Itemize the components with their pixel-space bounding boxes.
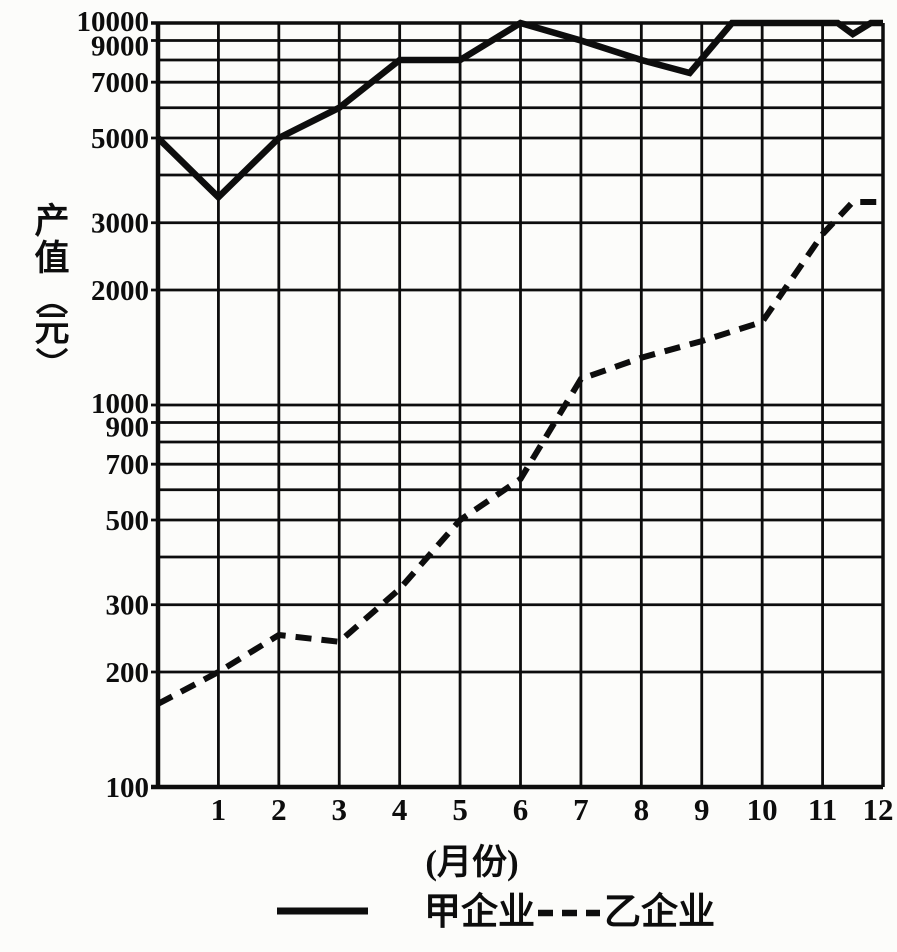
x-tick-label: 9	[694, 792, 710, 827]
y-tick-label: 2000	[91, 275, 149, 307]
y-tick-label: 10000	[77, 6, 150, 38]
y-tick-label: 9000	[91, 30, 149, 62]
y-axis-unit: 元	[34, 310, 69, 349]
y-tick-label: 1000	[91, 388, 149, 420]
y-tick-label: 300	[106, 590, 150, 622]
y-tick-label: 100	[106, 772, 150, 804]
y-axis-title: 产值元	[34, 202, 70, 359]
y-tick-label: 3000	[91, 208, 149, 240]
x-tick-label: 2	[271, 792, 287, 827]
x-tick-label: 11	[808, 792, 837, 827]
x-tick-label: 7	[573, 792, 589, 827]
x-axis-title: (月份)	[425, 843, 518, 882]
y-tick-label: 900	[106, 411, 150, 443]
x-tick-label: 3	[332, 792, 348, 827]
company-b-line	[156, 199, 883, 707]
company-a-line	[155, 19, 883, 202]
vertical-gridlines	[155, 23, 885, 787]
x-tick-label: 10	[747, 792, 778, 827]
x-tick-label: 12	[863, 792, 894, 827]
legend: 甲企业 乙企业	[277, 890, 715, 933]
y-axis-title-char: 产	[34, 202, 69, 241]
x-tick-label: 1	[211, 792, 227, 827]
y-tick-label: 200	[106, 657, 150, 689]
y-tick-label: 5000	[91, 123, 149, 155]
vertical-close-paren	[35, 347, 69, 359]
y-tick-label: 700	[106, 449, 150, 481]
y-axis-title-char: 值	[34, 239, 69, 278]
horizontal-gridlines	[151, 21, 883, 790]
x-tick-label: 8	[634, 792, 650, 827]
y-tick-label: 500	[106, 505, 150, 537]
y-tick-label: 7000	[91, 67, 149, 99]
x-tick-label: 5	[452, 792, 468, 827]
x-tick-label: 6	[513, 792, 529, 827]
series-lines	[155, 19, 883, 707]
x-tick-label: 4	[392, 792, 408, 827]
vertical-open-paren	[35, 303, 69, 315]
legend-label-company-b: 乙企业	[604, 890, 715, 933]
legend-label-company-a: 甲企业	[424, 890, 535, 933]
x-axis-tick-labels: 1 2 3 4 5 6 7 8 9 10 11 12	[211, 792, 894, 827]
